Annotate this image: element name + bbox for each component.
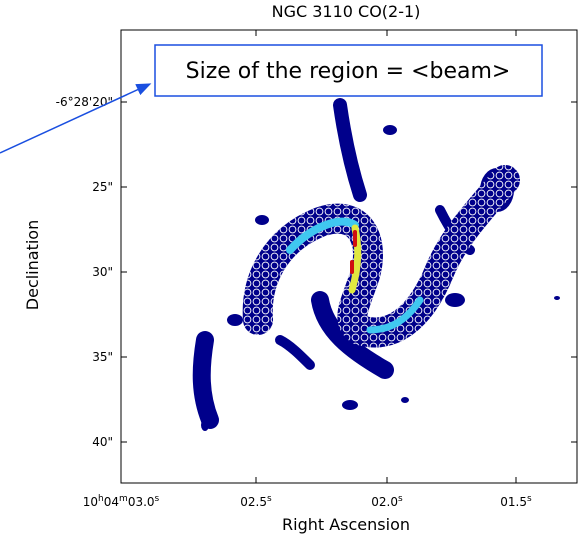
- y-tick-label: 25": [92, 180, 113, 194]
- tick-superscript: s: [267, 494, 272, 504]
- y-axis-label: Declination: [23, 220, 42, 310]
- y-tick-label: -6°28'20": [56, 95, 113, 109]
- tick-superscript: s: [398, 494, 403, 504]
- tick-superscript: s: [527, 494, 532, 504]
- tick-text: 02.0: [371, 495, 398, 509]
- x-tick-label: 01.5s: [500, 494, 532, 509]
- tick-text: 02.5: [240, 495, 267, 509]
- tick-text: 10: [83, 495, 98, 509]
- y-tick-label: 30": [92, 265, 113, 279]
- galaxy-image: [201, 105, 560, 431]
- y-tick-label: 40": [92, 435, 113, 449]
- x-tick-label: 02.5s: [240, 494, 272, 509]
- x-axis-label: Right Ascension: [282, 515, 410, 534]
- figure: NGC 3110 CO(2-1): [0, 0, 580, 538]
- plot-frame: [121, 30, 577, 483]
- y-tick-label: 35": [92, 350, 113, 364]
- x-tick-label: 02.0s: [371, 494, 403, 509]
- tick-marks: [121, 30, 577, 483]
- tick-superscript: m: [119, 494, 128, 504]
- tick-text: 04: [104, 495, 119, 509]
- tick-text: 01.5: [500, 495, 527, 509]
- x-tick-label: 10h04m03.0s: [83, 494, 160, 509]
- tick-text: 03.0: [128, 495, 155, 509]
- annotation-text: Size of the region = <beam>: [186, 59, 511, 84]
- chart-title: NGC 3110 CO(2-1): [272, 2, 421, 21]
- tick-superscript: s: [155, 494, 160, 504]
